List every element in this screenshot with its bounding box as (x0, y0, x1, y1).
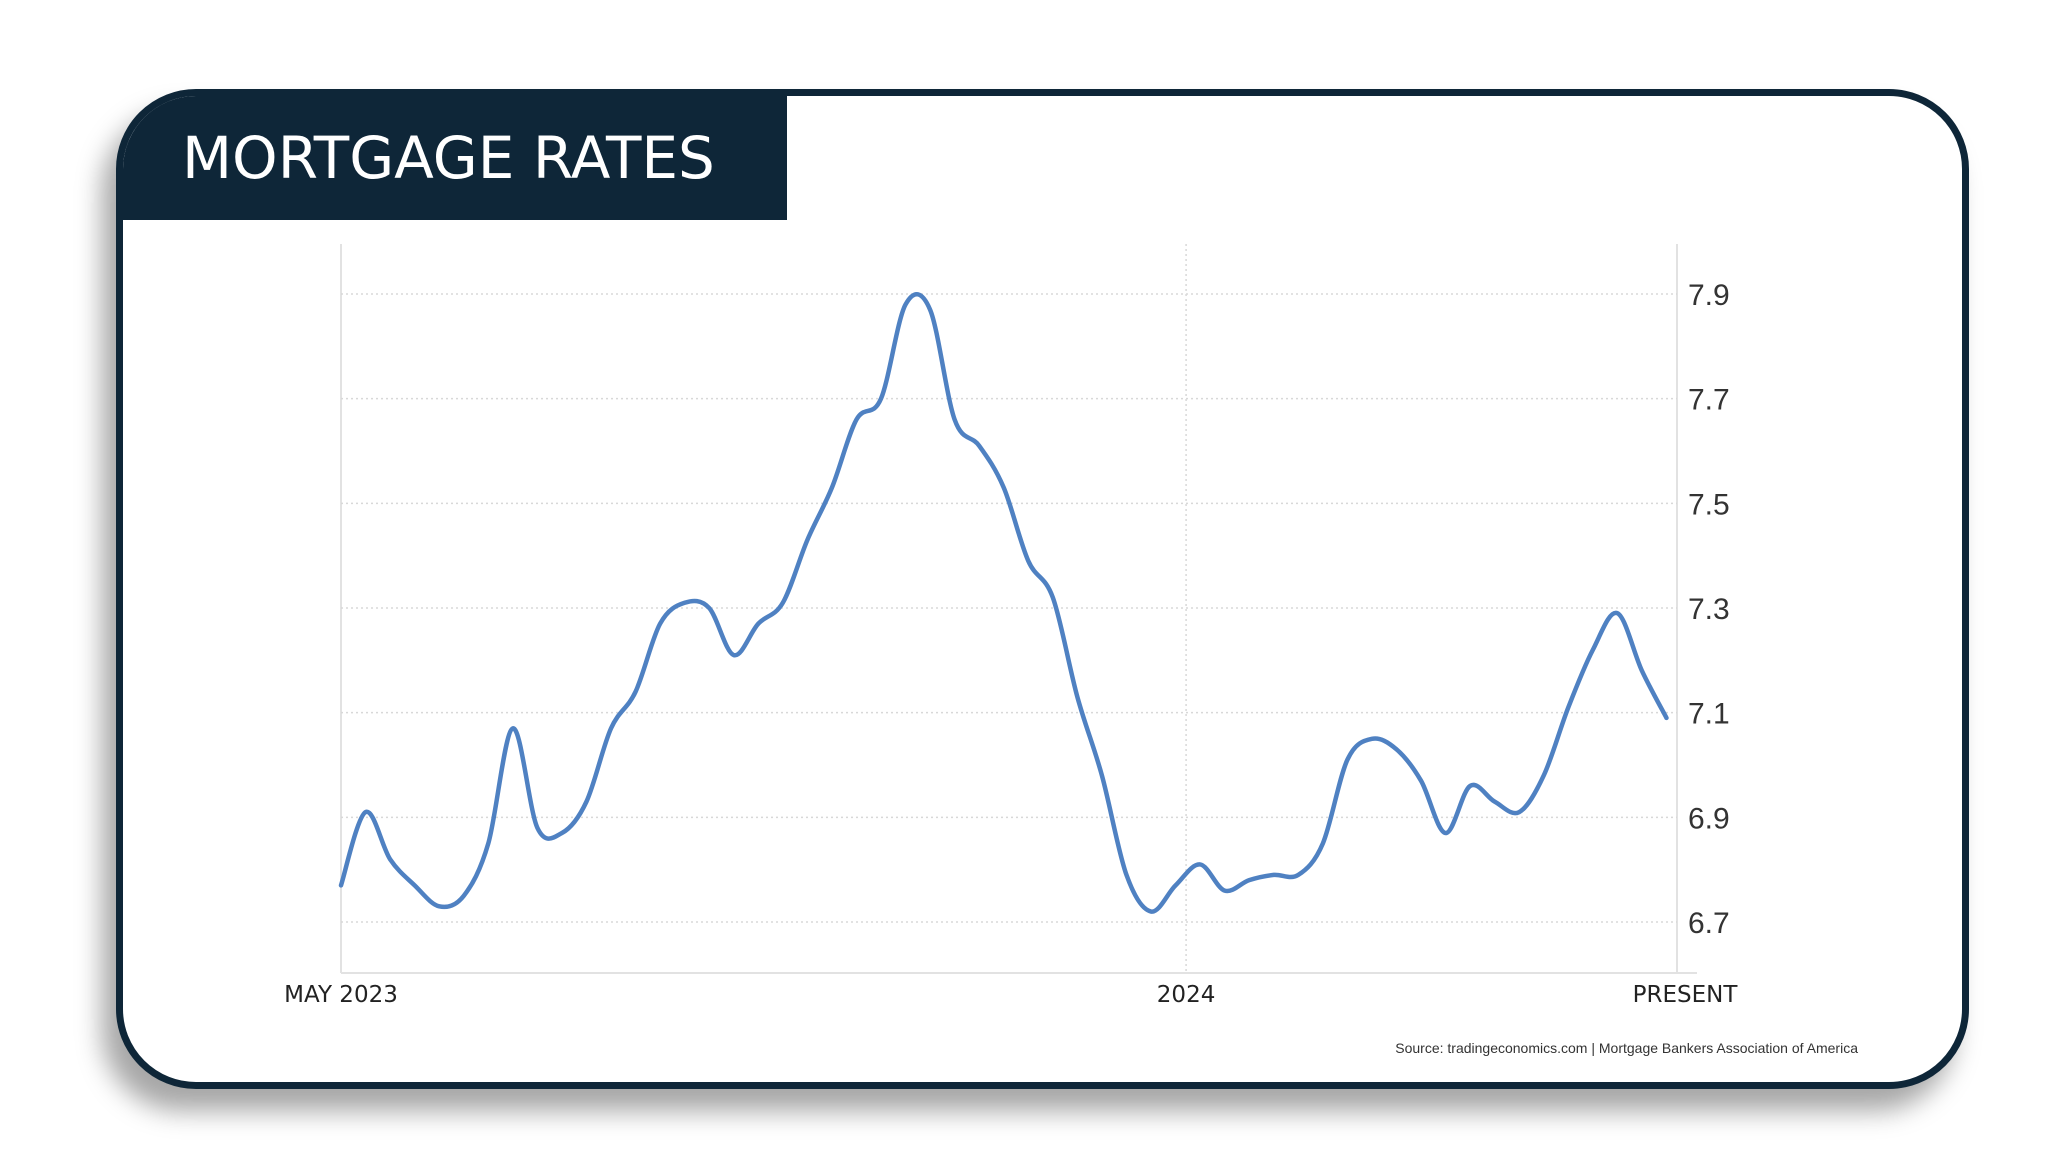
rate-series-line (338, 292, 1669, 914)
x-tick-label: MAY 2023 (284, 982, 398, 1008)
y-tick-label: 6.9 (1688, 802, 1730, 835)
x-tick-label: PRESENT (1633, 982, 1739, 1008)
x-tick-label: 2024 (1157, 982, 1216, 1008)
y-tick-label: 7.9 (1688, 279, 1730, 312)
source-note: Source: tradingeconomics.com | Mortgage … (1395, 1040, 1858, 1056)
y-tick-label: 7.1 (1688, 698, 1730, 731)
y-tick-label: 6.7 (1688, 907, 1730, 940)
y-tick-label: 7.7 (1688, 384, 1730, 417)
chart-title: MORTGAGE RATES (182, 124, 715, 192)
y-tick-label: 7.5 (1688, 488, 1730, 521)
y-tick-label: 7.3 (1688, 593, 1730, 626)
title-banner: MORTGAGE RATES (123, 96, 787, 220)
